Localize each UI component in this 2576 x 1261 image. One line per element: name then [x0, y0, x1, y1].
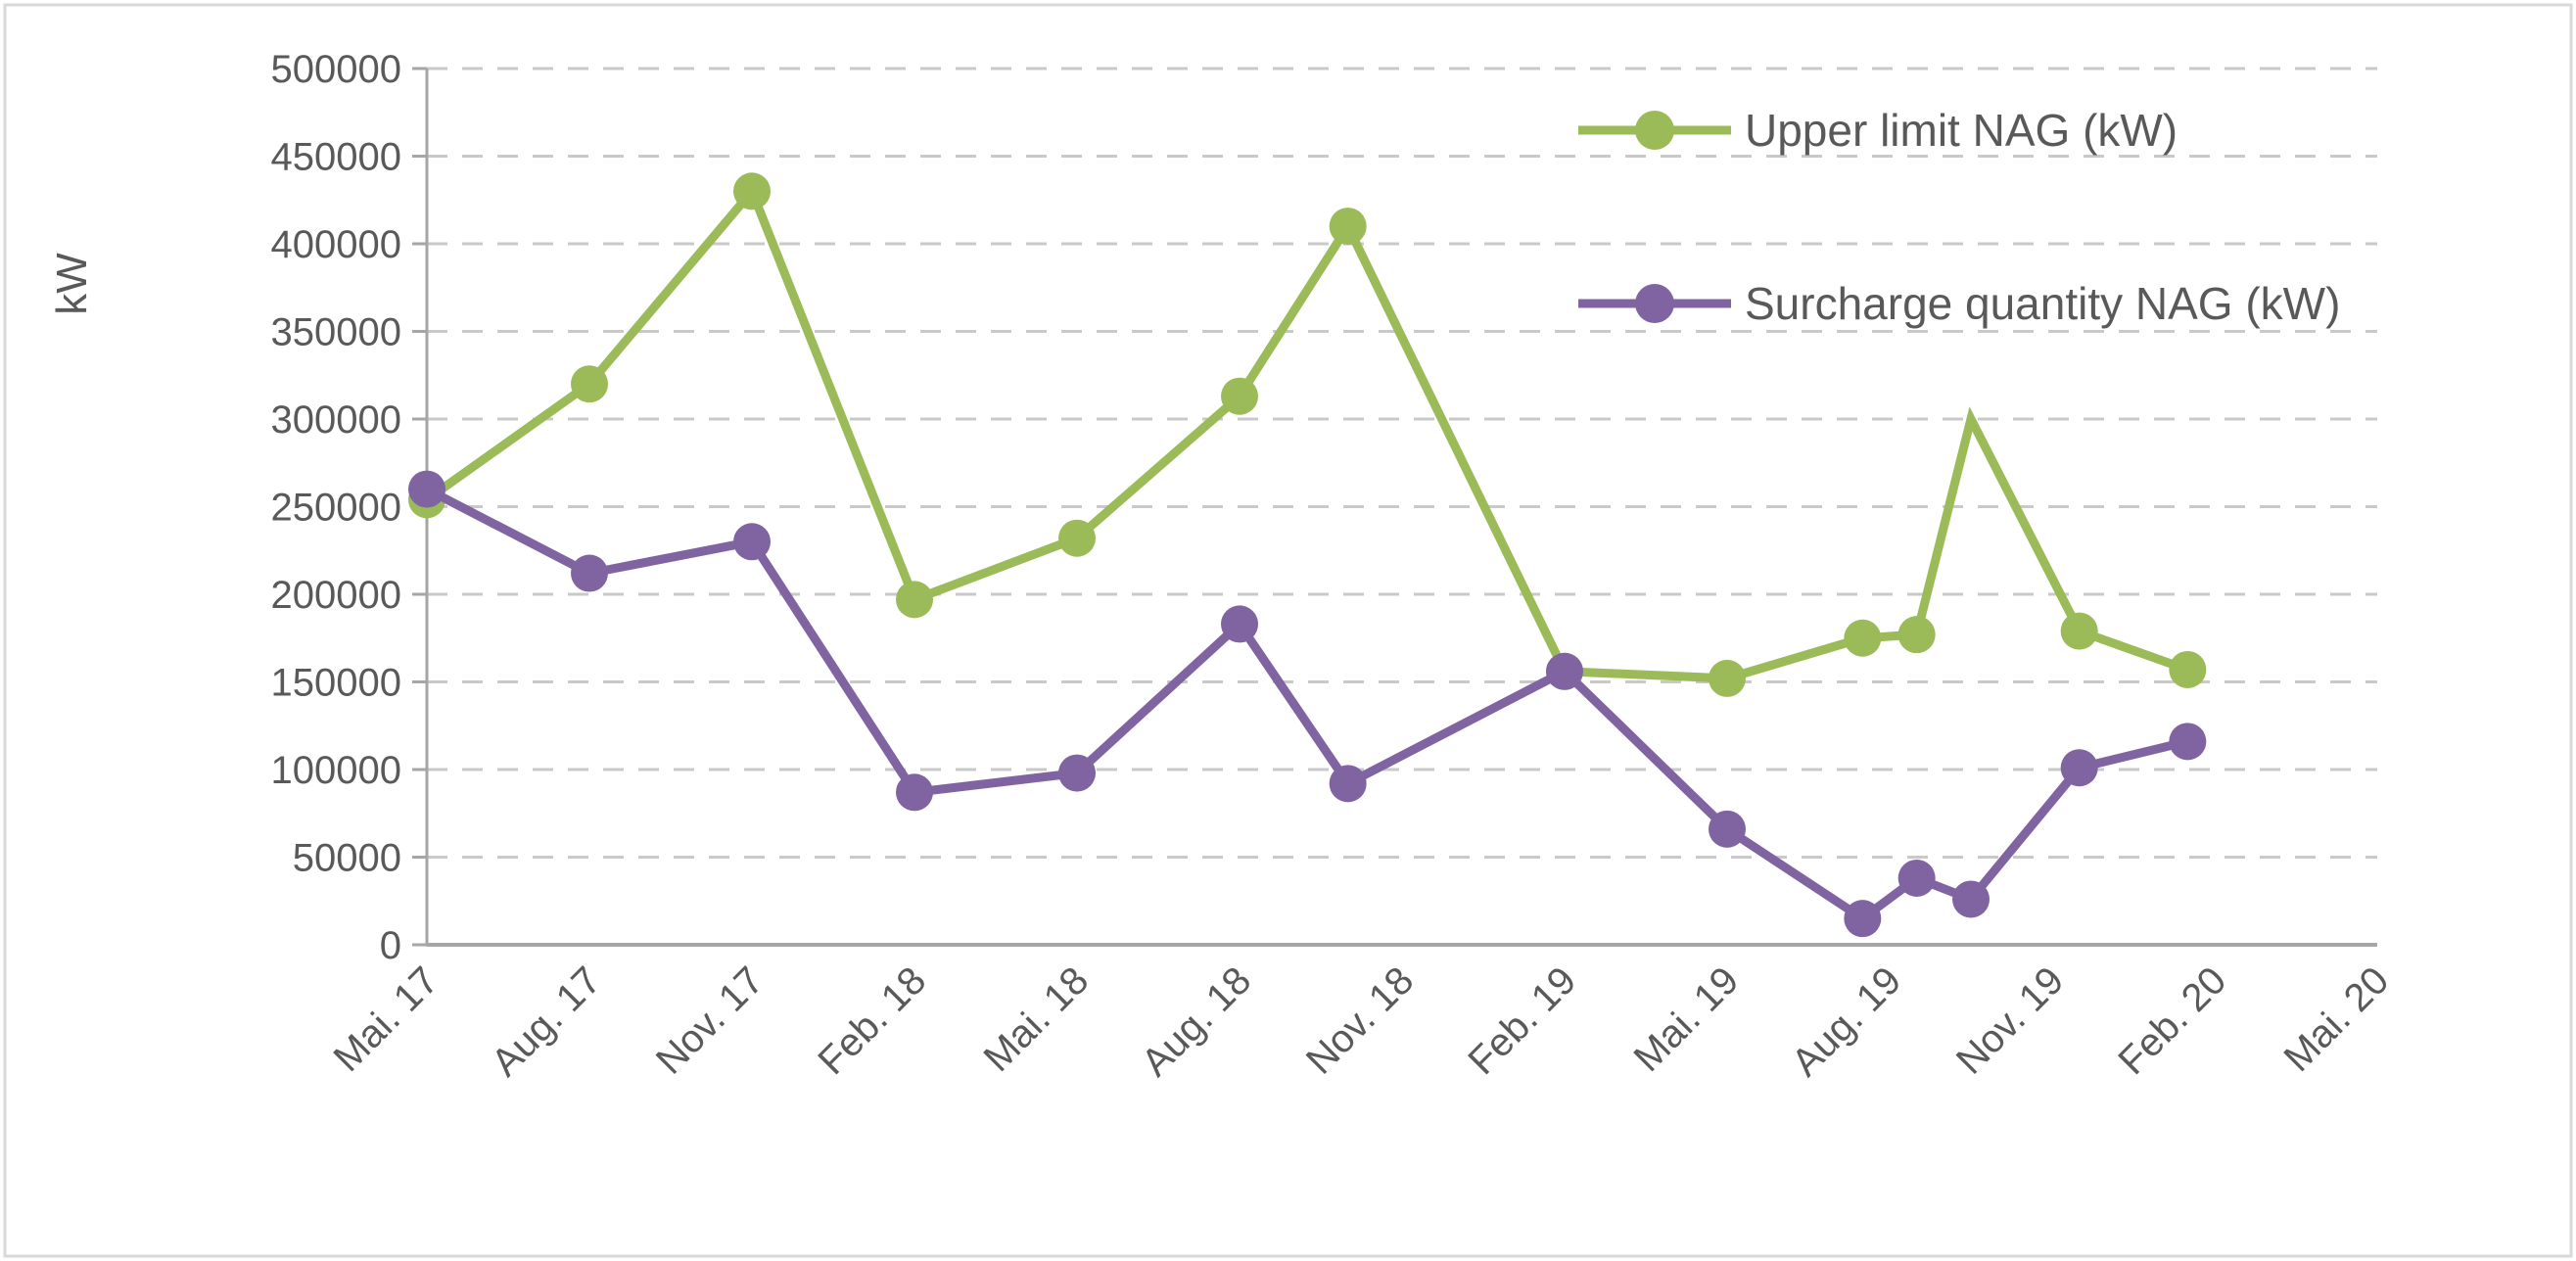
data-point-upper-limit — [896, 581, 933, 619]
data-point-upper-limit — [1221, 377, 1258, 415]
data-point-upper-limit — [1709, 659, 1746, 697]
legend-label-surcharge: Surcharge quantity NAG (kW) — [1745, 278, 2340, 329]
y-tick-label: 100000 — [271, 749, 401, 792]
data-point-surcharge — [1952, 880, 1990, 918]
x-tick-label: Aug. 17 — [484, 958, 610, 1085]
data-point-surcharge — [2169, 723, 2207, 761]
series-lines — [408, 172, 2207, 938]
series-surcharge — [408, 470, 2207, 938]
legend-marker-upper-limit — [1635, 111, 1674, 150]
legend-entry-upper-limit: Upper limit NAG (kW) — [1578, 105, 2178, 156]
data-point-surcharge — [1546, 652, 1583, 690]
gridlines — [427, 67, 2377, 859]
data-point-surcharge — [571, 554, 608, 592]
data-point-surcharge — [1709, 810, 1746, 848]
legend-marker-surcharge — [1635, 284, 1674, 323]
y-tick-label: 400000 — [271, 223, 401, 266]
y-tick-label: 350000 — [271, 311, 401, 354]
legend: Upper limit NAG (kW) Surcharge quantity … — [1578, 105, 2340, 329]
y-tick-label: 0 — [380, 924, 401, 967]
x-tick-label: Feb. 18 — [810, 958, 934, 1083]
data-point-upper-limit — [2169, 650, 2207, 688]
y-tick-label: 500000 — [271, 48, 401, 91]
x-tick-label: Nov. 17 — [648, 958, 772, 1082]
x-tick-label: Feb. 19 — [1460, 958, 1584, 1083]
data-point-surcharge — [1221, 605, 1258, 643]
data-point-upper-limit — [733, 172, 771, 210]
x-tick-label: Mai. 20 — [2275, 958, 2397, 1080]
x-tick-label: Aug. 18 — [1134, 958, 1260, 1085]
data-point-upper-limit — [1329, 208, 1367, 246]
data-point-surcharge — [408, 470, 445, 508]
data-point-upper-limit — [571, 365, 608, 403]
data-point-upper-limit — [1058, 519, 1096, 557]
data-point-surcharge — [1844, 900, 1882, 938]
x-tick-label: Nov. 18 — [1298, 958, 1422, 1082]
chart-border — [3, 3, 2573, 1258]
x-tick-label: Aug. 19 — [1784, 958, 1910, 1085]
series-line-surcharge — [422, 485, 2192, 924]
y-tick-label: 300000 — [271, 398, 401, 442]
x-tick-label: Mai. 19 — [1625, 958, 1747, 1080]
x-tick-label: Nov. 19 — [1948, 958, 2072, 1082]
legend-entry-surcharge: Surcharge quantity NAG (kW) — [1578, 278, 2340, 329]
data-point-surcharge — [1058, 754, 1096, 792]
x-tick-label: Feb. 20 — [2110, 958, 2234, 1083]
x-tick-label: Mai. 18 — [975, 958, 1097, 1080]
data-point-surcharge — [896, 773, 933, 812]
data-point-upper-limit — [1897, 616, 1936, 654]
y-tick-label: 50000 — [293, 837, 401, 880]
data-point-surcharge — [2060, 749, 2098, 787]
data-point-upper-limit — [1844, 619, 1882, 657]
y-tick-label: 450000 — [271, 136, 401, 179]
y-axis-labels: 0 50000 100000 150000 200000 250000 300000 3500… — [271, 48, 401, 967]
y-tick-label: 200000 — [271, 574, 401, 617]
y-axis-title: kW — [48, 253, 96, 315]
data-point-upper-limit — [2060, 612, 2098, 650]
data-point-surcharge — [733, 523, 771, 561]
x-axis-labels: Mai. 17 Aug. 17 Nov. 17 Feb. 18 Mai. 18 Aug. … — [325, 958, 2397, 1085]
x-tick-label: Mai. 17 — [325, 958, 446, 1080]
series-line-upper-limit — [422, 182, 2192, 683]
y-tick-label: 150000 — [271, 662, 401, 705]
data-point-surcharge — [1897, 859, 1936, 897]
series-upper-limit — [408, 172, 2207, 697]
y-tick-label: 250000 — [271, 487, 401, 530]
data-point-surcharge — [1329, 765, 1367, 803]
legend-label-upper-limit: Upper limit NAG (kW) — [1745, 105, 2178, 156]
